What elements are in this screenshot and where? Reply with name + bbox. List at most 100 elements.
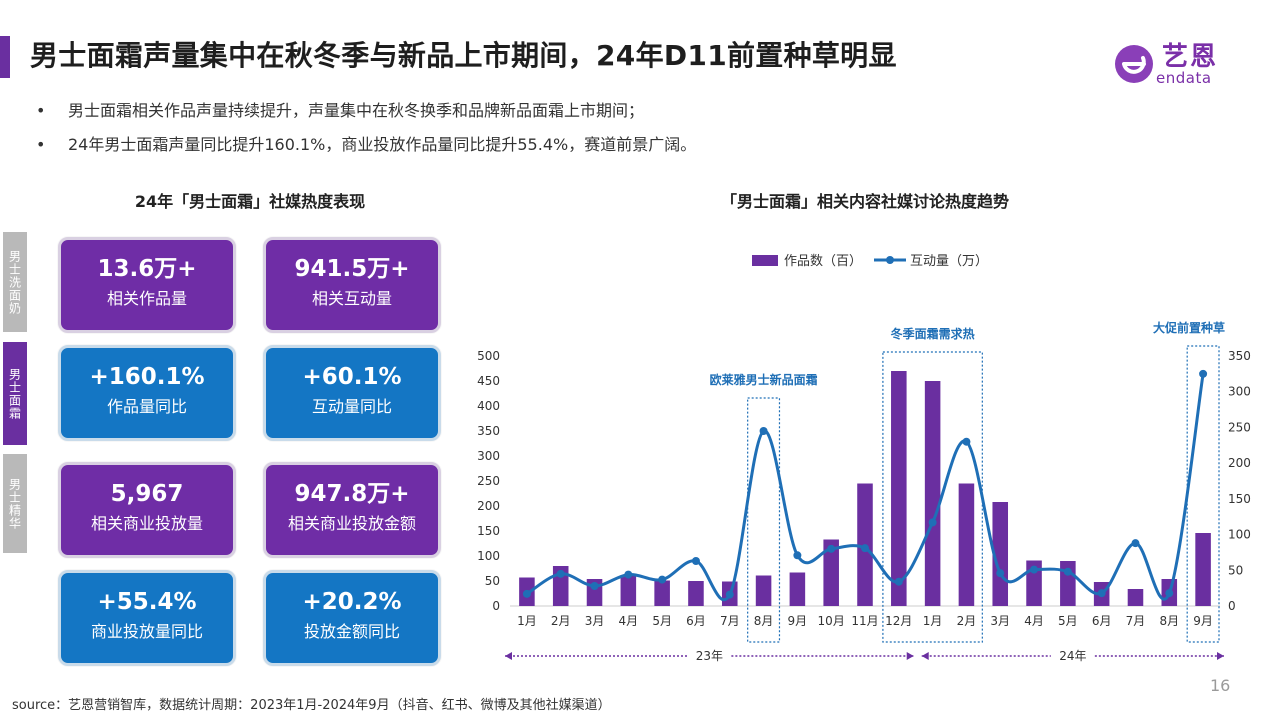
line-point [590,582,599,590]
line-point [827,544,836,553]
metric-label: 相关商业投放金额 [287,514,416,533]
line-point [1097,589,1106,598]
line-point [725,590,734,599]
legend-bar-label: 作品数（百） [784,254,862,269]
y-left-tick-label: 300 [477,449,500,463]
bar [620,576,637,606]
line-point [861,544,869,553]
x-tick-label: 11月 [851,614,878,628]
metric-card-interactions: 941.5万+ 相关互动量 [263,237,441,333]
line-point [996,569,1005,578]
legend-line-label: 互动量（万） [910,254,988,269]
annotation-box [882,351,983,643]
annotation-label: 冬季面霜需求热 [891,326,975,341]
page-number: 16 [1210,676,1231,695]
bullet-item: 24年男士面霜声量同比提升160.1%，商业投放作品量同比提升55.4%，赛道前… [34,132,1234,166]
metric-card-ad-count: 5,967 相关商业投放量 [58,462,236,558]
metric-value: 941.5万+ [294,256,410,282]
metric-label: 互动量同比 [311,397,392,416]
tab-mens-cream[interactable]: 男士面霜 [3,342,27,445]
bullet-item: 男士面霜相关作品声量持续提升，声量集中在秋冬换季和品牌新品面霜上市期间； [34,98,1234,132]
y-right-tick-label: 250 [1228,420,1251,434]
bar [958,483,975,606]
year-range-arrow [906,652,914,660]
metric-label: 相关作品量 [106,289,187,308]
line-point [1030,565,1039,574]
x-tick-label: 6月 [686,614,706,628]
x-tick-label: 5月 [1058,614,1078,628]
y-right-tick-label: 0 [1228,599,1236,613]
source-note: source：艺恩营销智库，数据统计周期：2023年1月-2024年9月（抖音、… [12,698,611,713]
bullet-list: 男士面霜相关作品声量持续提升，声量集中在秋冬换季和品牌新品面霜上市期间； 24年… [34,98,1234,166]
line-point [1165,589,1174,598]
x-tick-label: 12月 [885,614,912,628]
year-range-label: 24年 [1059,649,1086,663]
y-left-tick-label: 350 [477,424,500,438]
metric-value: +20.2% [302,589,402,615]
bar [789,572,806,606]
x-tick-label: 6月 [1092,614,1112,628]
metric-value: +160.1% [89,364,205,390]
line-point [962,437,971,446]
y-left-tick-label: 500 [477,349,500,363]
x-tick-label: 7月 [1126,614,1146,628]
x-tick-label: 9月 [788,614,808,628]
x-tick-label: 7月 [720,614,740,628]
line-point [759,427,768,435]
x-tick-label: 9月 [1193,614,1213,628]
year-range-arrow [921,652,929,660]
metric-label: 投放金额同比 [303,622,400,641]
endata-logo-icon [1115,45,1153,83]
line-point [1199,369,1208,378]
x-tick-label: 4月 [1024,614,1044,628]
year-range-arrow [505,652,512,660]
bar [1127,589,1144,606]
tab-mens-cleanser[interactable]: 男士洗面奶 [3,232,27,332]
y-left-tick-label: 200 [477,499,500,513]
metric-value: 5,967 [110,481,184,507]
x-tick-label: 5月 [652,614,672,628]
x-tick-label: 3月 [585,614,605,628]
line-point [522,589,531,598]
line-point [894,577,903,586]
y-right-tick-label: 150 [1228,492,1251,506]
x-tick-label: 8月 [1159,614,1179,628]
x-tick-label: 3月 [990,614,1010,628]
metric-value: 947.8万+ [294,481,410,507]
legend-line-marker [886,256,894,264]
logo-name: 艺恩 [1162,42,1219,72]
x-tick-label: 2月 [957,614,977,628]
y-left-tick-label: 250 [477,474,500,488]
y-left-tick-label: 0 [492,599,500,613]
tab-mens-serum[interactable]: 男士精华 [3,454,27,553]
metric-card-ad-count-yoy: +55.4% 商业投放量同比 [58,570,236,666]
bar [891,371,907,606]
x-tick-label: 2月 [551,614,571,628]
bar [823,539,839,606]
y-left-tick-label: 50 [485,574,500,588]
line-point [691,557,700,565]
metric-value: 13.6万+ [97,256,197,282]
y-right-tick-label: 100 [1228,528,1251,542]
left-panel-title: 24年「男士面霜」社媒热度表现 [134,192,366,211]
annotation-box [747,397,781,643]
x-tick-label: 1月 [517,614,537,628]
metric-card-works: 13.6万+ 相关作品量 [58,237,236,333]
bar [924,381,941,606]
line-point [624,570,633,579]
year-range-arrow [1217,652,1224,660]
y-left-tick-label: 400 [477,399,500,413]
legend-bar-swatch [752,255,778,266]
x-tick-label: 8月 [754,614,774,628]
y-right-tick-label: 350 [1228,349,1251,363]
line-point [793,551,802,560]
title-accent-bar [0,36,10,78]
metric-value: +60.1% [302,364,402,390]
y-right-tick-label: 300 [1228,385,1251,399]
line-point [1063,567,1072,576]
metric-label: 相关商业投放量 [90,514,203,533]
line-point [556,569,565,578]
metric-label: 相关互动量 [311,289,392,308]
y-left-tick-label: 150 [477,524,500,538]
y-left-tick-label: 450 [477,374,500,388]
